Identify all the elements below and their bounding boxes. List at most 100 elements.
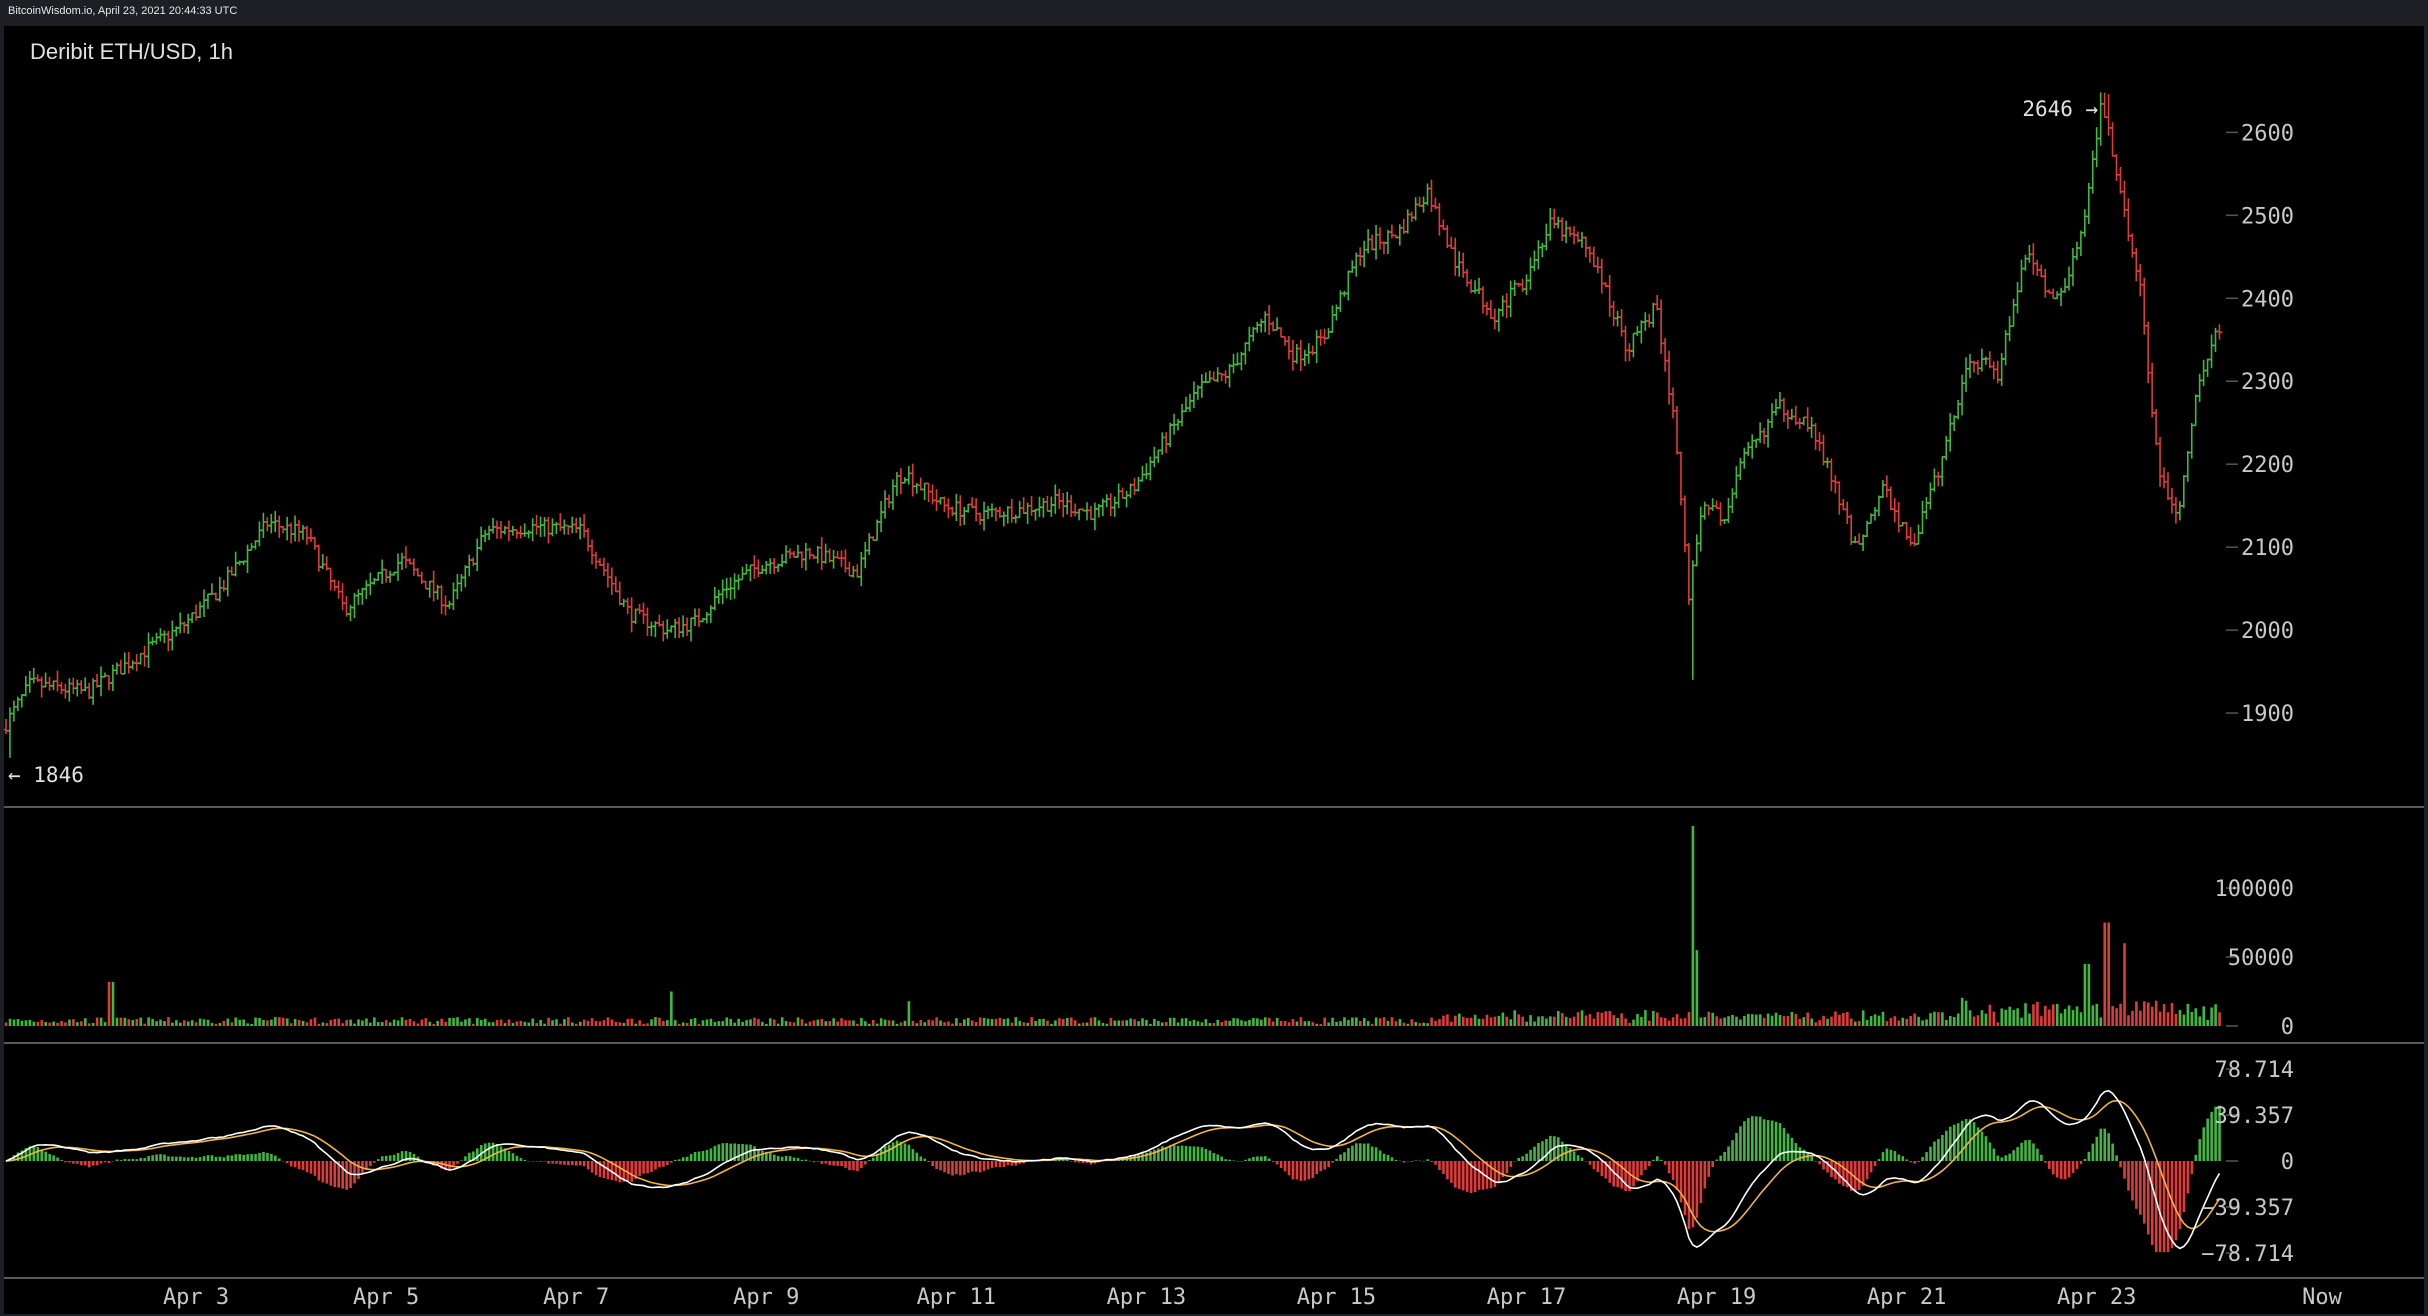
volume-bar xyxy=(202,1019,206,1026)
volume-bar xyxy=(2079,1012,2083,1026)
macd-histogram-bar xyxy=(1386,1154,1390,1161)
macd-histogram-bar xyxy=(1216,1154,1220,1161)
volume-bar xyxy=(1351,1017,1354,1026)
macd-histogram-bar xyxy=(1184,1146,1188,1161)
macd-histogram-bar xyxy=(717,1144,721,1161)
macd-histogram-bar xyxy=(2016,1147,2019,1161)
volume-bar xyxy=(749,1019,752,1026)
macd-histogram-bar xyxy=(48,1154,51,1161)
volume-bar xyxy=(1889,1018,1893,1026)
macd-histogram-bar xyxy=(190,1156,194,1161)
macd-histogram-bar xyxy=(796,1157,800,1161)
macd-histogram-bar xyxy=(1925,1152,1928,1161)
volume-bar xyxy=(218,1023,222,1026)
macd-histogram-bar xyxy=(761,1150,764,1161)
volume-bar xyxy=(531,1018,535,1026)
macd-histogram-bar xyxy=(670,1161,673,1163)
macd-histogram-bar xyxy=(1810,1156,1814,1161)
macd-histogram-bar xyxy=(1988,1142,1992,1161)
volume-bar xyxy=(871,1019,875,1026)
volume-bar xyxy=(911,1020,915,1026)
volume-bar xyxy=(353,1023,356,1026)
volume-bar xyxy=(230,1022,234,1026)
volume-bar xyxy=(1960,997,1964,1026)
volume-bar xyxy=(1244,1021,1247,1026)
volume-bar xyxy=(16,1019,20,1026)
macd-histogram-bar xyxy=(2079,1161,2083,1165)
macd-histogram-bar xyxy=(179,1156,182,1161)
macd-histogram-bar xyxy=(1937,1139,1940,1161)
macd-histogram-bar xyxy=(816,1161,820,1162)
macd-histogram-bar xyxy=(353,1161,356,1184)
macd-histogram-bar xyxy=(167,1156,170,1161)
macd-histogram-bar xyxy=(1022,1161,1026,1164)
macd-histogram-bar xyxy=(662,1161,665,1167)
macd-histogram-bar xyxy=(1402,1161,1406,1163)
volume-bar xyxy=(2198,1016,2202,1026)
volume-bar xyxy=(733,1022,736,1026)
volume-bar xyxy=(820,1018,824,1026)
macd-histogram-bar xyxy=(2170,1161,2174,1249)
volume-bar xyxy=(1822,1015,1825,1026)
macd-histogram-bar xyxy=(1137,1154,1140,1161)
price-chart[interactable]: 1900 2000 2100 2200 2300 2400 2500 2600 0 50000 10… xyxy=(4,26,2424,1314)
macd-histogram-bar xyxy=(1889,1149,1893,1161)
macd-histogram-bar xyxy=(729,1143,733,1161)
volume-bar xyxy=(832,1018,835,1026)
macd-histogram-bar xyxy=(638,1161,641,1176)
volume-bar xyxy=(56,1022,59,1026)
macd-histogram-bar xyxy=(40,1149,44,1161)
volume-bar xyxy=(1917,1016,1920,1026)
volume-bar xyxy=(931,1020,934,1026)
volume-bar xyxy=(1430,1017,1433,1026)
chart-title: Deribit ETH/USD, 1h xyxy=(30,39,233,64)
volume-bar xyxy=(1418,1023,1422,1026)
macd-histogram-bar xyxy=(1754,1116,1758,1161)
volume-bar xyxy=(824,1021,828,1026)
volume-bar xyxy=(2182,1014,2186,1026)
macd-histogram-bar xyxy=(737,1143,740,1161)
macd-histogram-bar xyxy=(2091,1143,2095,1161)
macd-histogram-bar xyxy=(1675,1161,1679,1191)
macd-histogram-bar xyxy=(1913,1161,1916,1164)
volume-bars xyxy=(4,826,2221,1026)
volume-bar xyxy=(1644,1010,1647,1026)
volume-bar xyxy=(468,1018,471,1026)
volume-bar xyxy=(87,1023,91,1026)
volume-bar xyxy=(460,1021,463,1026)
volume-bar xyxy=(182,1020,186,1026)
volume-bar xyxy=(693,1018,697,1026)
volume-bar xyxy=(1125,1020,1128,1026)
volume-bar xyxy=(1537,1016,1540,1026)
volume-bar xyxy=(495,1020,499,1026)
volume-bar xyxy=(32,1021,36,1026)
macd-histogram-bar xyxy=(1735,1132,1738,1161)
macd-histogram-bar xyxy=(444,1161,447,1171)
volume-bar xyxy=(464,1019,467,1026)
volume-bar xyxy=(681,1022,685,1026)
macd-histogram-bar xyxy=(487,1142,491,1161)
volume-bar xyxy=(935,1017,938,1026)
macd-histogram-bar xyxy=(1948,1126,1952,1161)
volume-bar xyxy=(309,1019,313,1026)
volume-bar xyxy=(574,1023,578,1026)
macd-histogram-bar xyxy=(400,1151,404,1161)
macd-histogram-bar xyxy=(1347,1148,1350,1161)
macd-histogram-bar xyxy=(2143,1161,2146,1224)
macd-histogram-bar xyxy=(1695,1161,1699,1218)
macd-histogram-bar xyxy=(1956,1123,1960,1161)
macd-histogram-bar xyxy=(1335,1158,1338,1161)
macd-histogram-bar xyxy=(242,1154,245,1161)
macd-histogram-bar xyxy=(404,1150,408,1161)
volume-bar xyxy=(329,1019,333,1026)
time-tick-label: Apr 21 xyxy=(1867,1285,1946,1310)
time-tick-label: Apr 11 xyxy=(917,1285,996,1310)
volume-bar xyxy=(598,1021,602,1026)
volume-bar xyxy=(986,1018,990,1026)
macd-histogram-bar xyxy=(1861,1161,1865,1186)
macd-histogram-bar xyxy=(1632,1161,1635,1187)
macd-histogram-bar xyxy=(2075,1161,2079,1169)
volume-bar xyxy=(107,981,111,1026)
volume-bar xyxy=(1232,1018,1235,1026)
macd-histogram-bar xyxy=(1014,1161,1018,1166)
